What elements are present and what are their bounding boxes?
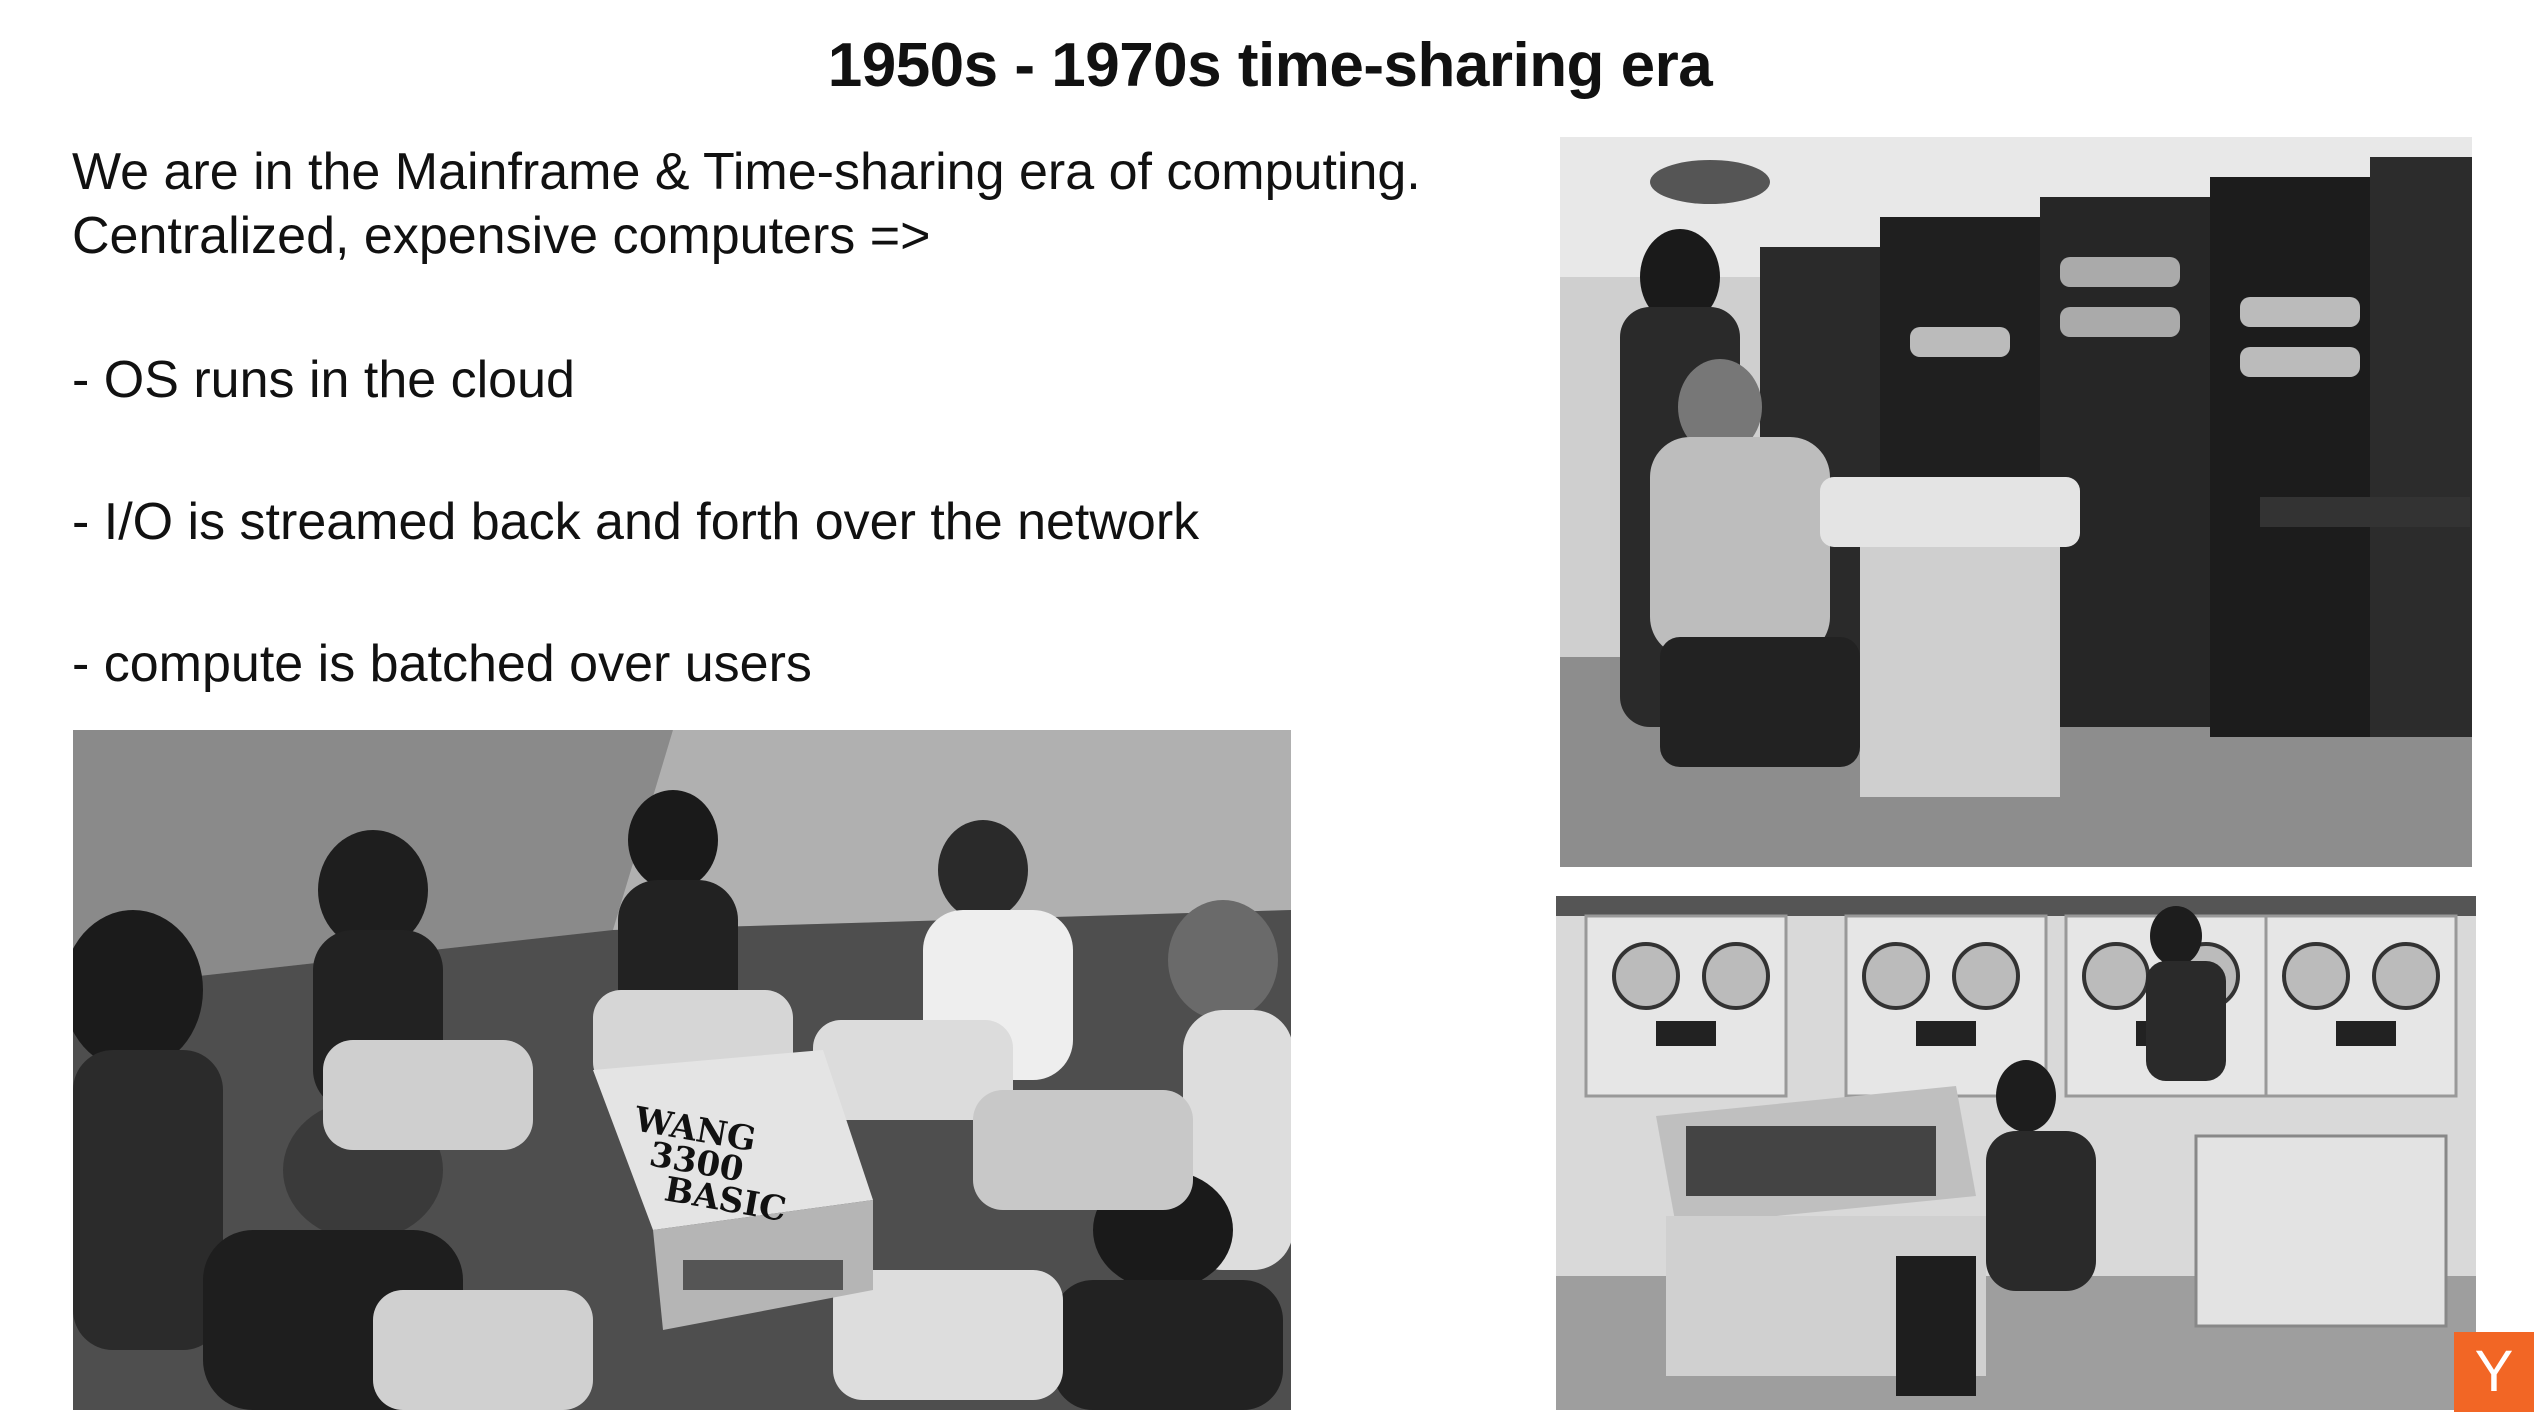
- photo-minicomputer-art: [1560, 137, 2472, 867]
- photo-wang-terminals: WANG 3300 BASIC: [73, 730, 1291, 1410]
- intro-text: We are in the Mainframe & Time-sharing e…: [72, 140, 1512, 268]
- y-combinator-logo: Y: [2454, 1332, 2534, 1412]
- bullet-os-cloud: - OS runs in the cloud: [72, 351, 575, 409]
- bullet-io-streamed: - I/O is streamed back and forth over th…: [72, 493, 1200, 551]
- photo-wang-terminals-art: WANG 3300 BASIC: [73, 730, 1291, 1410]
- bullet-compute-batched: - compute is batched over users: [72, 635, 812, 693]
- intro-line-1: We are in the Mainframe & Time-sharing e…: [72, 143, 1421, 201]
- photo-minicomputer: [1560, 137, 2472, 867]
- photo-tape-room: [1556, 896, 2476, 1410]
- intro-line-2: Centralized, expensive computers =>: [72, 207, 931, 265]
- slide-title: 1950s - 1970s time-sharing era: [827, 31, 1713, 100]
- photo-tape-room-art: [1556, 896, 2476, 1410]
